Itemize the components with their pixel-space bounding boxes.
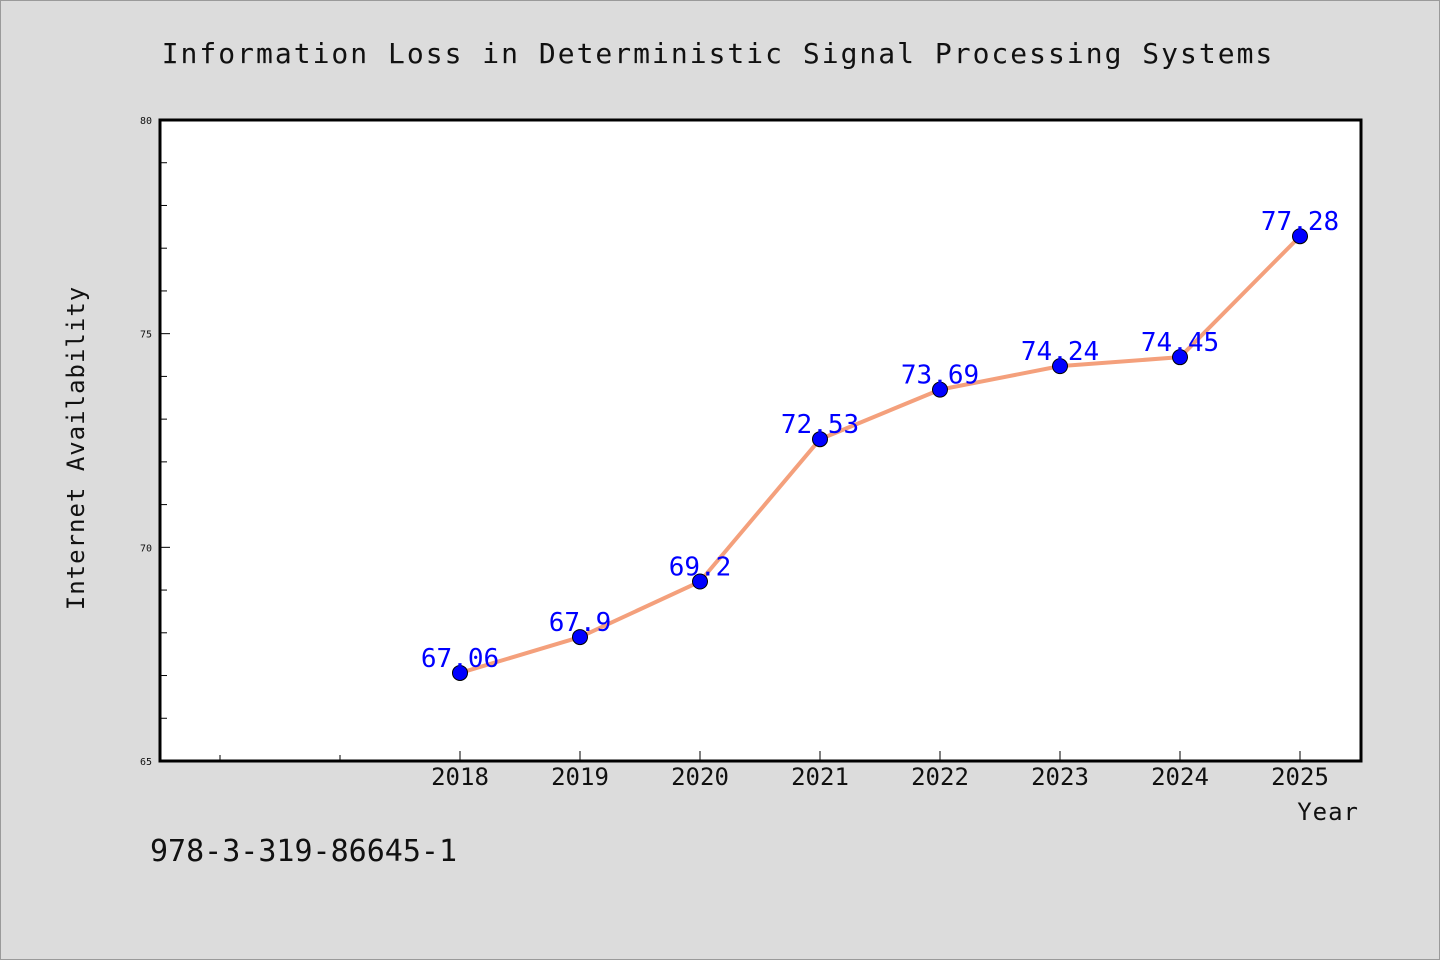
x-axis-label: Year [1297,798,1359,826]
x-tick-label: 2020 [671,763,729,791]
data-label: 67.06 [421,644,499,674]
plot-area [158,118,1363,763]
data-point [1052,358,1068,375]
x-tick-label: 2018 [431,763,489,791]
data-label: 67.9 [549,608,612,638]
y-tick-label: 75 [140,330,152,341]
data-label: 72.53 [781,410,859,440]
x-tick-label: 2021 [791,763,849,791]
data-label: 74.24 [1021,337,1099,367]
x-tick-label: 2019 [551,763,609,791]
data-point [572,629,588,646]
series-line [459,234,1302,675]
data-point [1172,349,1188,366]
y-tick-label: 70 [140,543,152,554]
y-tick-label: 80 [140,116,152,127]
data-point [1292,228,1308,245]
data-label: 73.69 [901,361,979,391]
y-axis-ticks: 65 70 75 80 [140,116,170,768]
series-availability: 67.06 67.9 69.2 72.53 73.69 74.24 74.45 77.28 [421,207,1339,681]
data-point [692,573,708,590]
data-label: 74.45 [1141,328,1219,358]
data-label: 77.28 [1261,207,1339,237]
x-tick-label: 2023 [1031,763,1089,791]
x-axis-ticks: 2018 2019 2020 2021 2022 2023 2024 2025 [219,751,1329,791]
chart-title: Information Loss in Deterministic Signal… [162,37,1275,70]
data-point [812,431,828,448]
data-point [452,664,468,681]
y-tick-label: 65 [140,757,152,768]
data-label: 69.2 [669,553,732,583]
x-tick-label: 2024 [1151,763,1209,791]
data-point [932,381,948,398]
x-tick-label: 2025 [1271,763,1329,791]
x-tick-label: 2022 [911,763,969,791]
y-axis-label: Internet Availability [62,286,90,610]
isbn-label: 978-3-319-86645-1 [150,834,458,869]
